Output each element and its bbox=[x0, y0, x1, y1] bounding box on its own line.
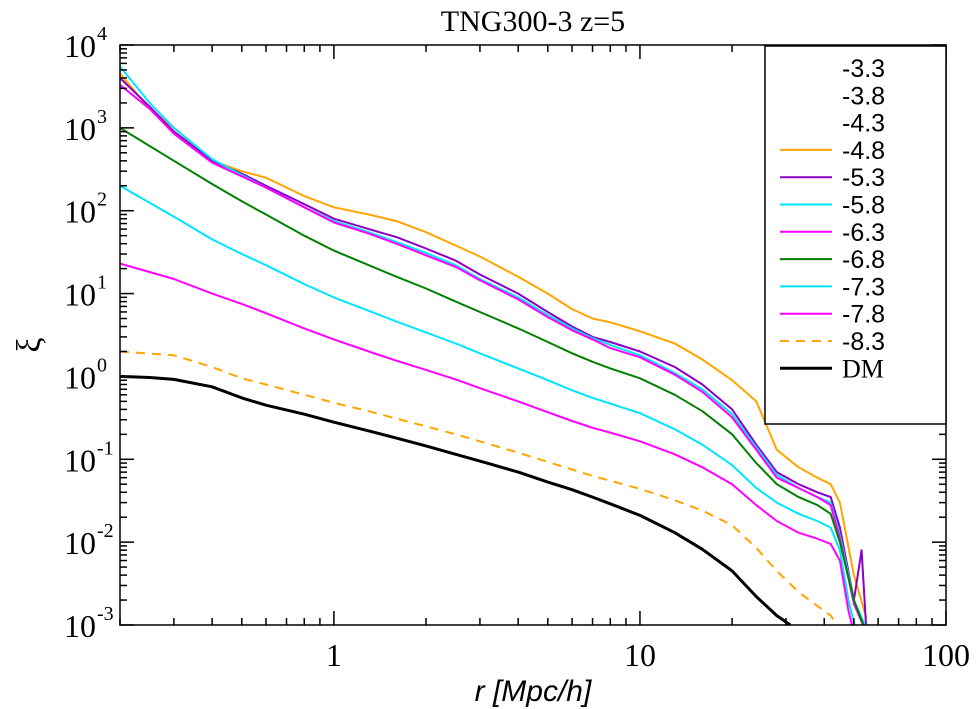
legend-entry-3: -4.3 bbox=[842, 110, 885, 138]
y-tick-base: 10 bbox=[64, 277, 96, 313]
series-layer bbox=[120, 65, 868, 625]
series-line-8 bbox=[120, 127, 865, 625]
legend-entry-9: -7.3 bbox=[780, 273, 885, 301]
y-tick-label: 10 -3 bbox=[64, 603, 114, 644]
legend: -3.3-3.8-4.3-4.8-5.3-5.8-6.3-6.8-7.3-7.8… bbox=[764, 45, 947, 425]
y-tick-base: 10 bbox=[64, 194, 96, 230]
y-tick-label: 10 -2 bbox=[64, 520, 114, 561]
series-line-7 bbox=[120, 84, 865, 625]
series-line-12 bbox=[120, 374, 792, 625]
legend-entry-11: -8.3 bbox=[780, 328, 885, 356]
y-tick-exponent: -3 bbox=[97, 603, 114, 625]
series-line-10 bbox=[120, 262, 854, 625]
legend-entry-4: -4.8 bbox=[780, 137, 885, 165]
legend-label: -8.3 bbox=[842, 328, 885, 356]
y-tick-exponent: 4 bbox=[97, 23, 107, 45]
legend-label: -6.3 bbox=[842, 219, 885, 247]
y-tick-exponent: -1 bbox=[97, 437, 114, 459]
y-axis-label: ξ bbox=[11, 337, 48, 352]
legend-label: -5.3 bbox=[842, 164, 885, 192]
legend-label: DM bbox=[842, 354, 884, 383]
legend-label: -3.8 bbox=[842, 82, 885, 110]
legend-entry-2: -3.8 bbox=[842, 82, 885, 110]
legend-box bbox=[764, 45, 947, 425]
y-tick-label: 10 3 bbox=[64, 106, 107, 147]
y-tick-base: 10 bbox=[64, 608, 96, 644]
y-tick-exponent: 2 bbox=[97, 189, 107, 211]
x-tick-labels: 1 10 100 bbox=[326, 637, 970, 673]
x-axis-label: r [Mpc/h] bbox=[475, 675, 592, 708]
y-tick-exponent: 0 bbox=[97, 354, 107, 376]
legend-label: -3.3 bbox=[842, 55, 885, 83]
y-tick-base: 10 bbox=[64, 28, 96, 64]
y-tick-label: 10 4 bbox=[64, 23, 107, 64]
legend-entry-12: DM bbox=[780, 354, 884, 383]
y-tick-exponent: -2 bbox=[97, 520, 114, 542]
series-line-11 bbox=[120, 350, 838, 625]
legend-label: -4.8 bbox=[842, 137, 885, 165]
x-tick-label: 10 bbox=[624, 637, 656, 673]
series-line-6 bbox=[120, 65, 866, 625]
legend-label: -6.8 bbox=[842, 246, 885, 274]
y-tick-label: 10 -1 bbox=[64, 437, 114, 478]
legend-entry-10: -7.8 bbox=[780, 301, 885, 329]
legend-entry-6: -5.8 bbox=[780, 192, 885, 220]
x-tick-label: 100 bbox=[922, 637, 970, 673]
legend-entry-5: -5.3 bbox=[780, 164, 885, 192]
y-tick-base: 10 bbox=[64, 111, 96, 147]
series-line-9 bbox=[120, 184, 856, 625]
y-tick-base: 10 bbox=[64, 359, 96, 395]
series-line-5 bbox=[120, 77, 868, 625]
y-tick-label: 10 2 bbox=[64, 189, 107, 230]
y-tick-label: 10 0 bbox=[64, 354, 107, 395]
legend-label: -7.8 bbox=[842, 301, 885, 329]
chart-title: TNG300-3 z=5 bbox=[441, 5, 625, 38]
y-tick-exponent: 3 bbox=[97, 106, 107, 128]
series-line-4 bbox=[120, 73, 868, 619]
y-tick-base: 10 bbox=[64, 525, 96, 561]
legend-entry-8: -6.8 bbox=[780, 246, 885, 274]
x-tick-label: 1 bbox=[326, 637, 342, 673]
y-tick-base: 10 bbox=[64, 442, 96, 478]
legend-entry-7: -6.3 bbox=[780, 219, 885, 247]
y-tick-label: 10 1 bbox=[64, 272, 107, 313]
legend-label: -5.8 bbox=[842, 192, 885, 220]
legend-entry-1: -3.3 bbox=[842, 55, 885, 83]
y-tick-exponent: 1 bbox=[97, 272, 107, 294]
legend-label: -4.3 bbox=[842, 110, 885, 138]
legend-label: -7.3 bbox=[842, 273, 885, 301]
